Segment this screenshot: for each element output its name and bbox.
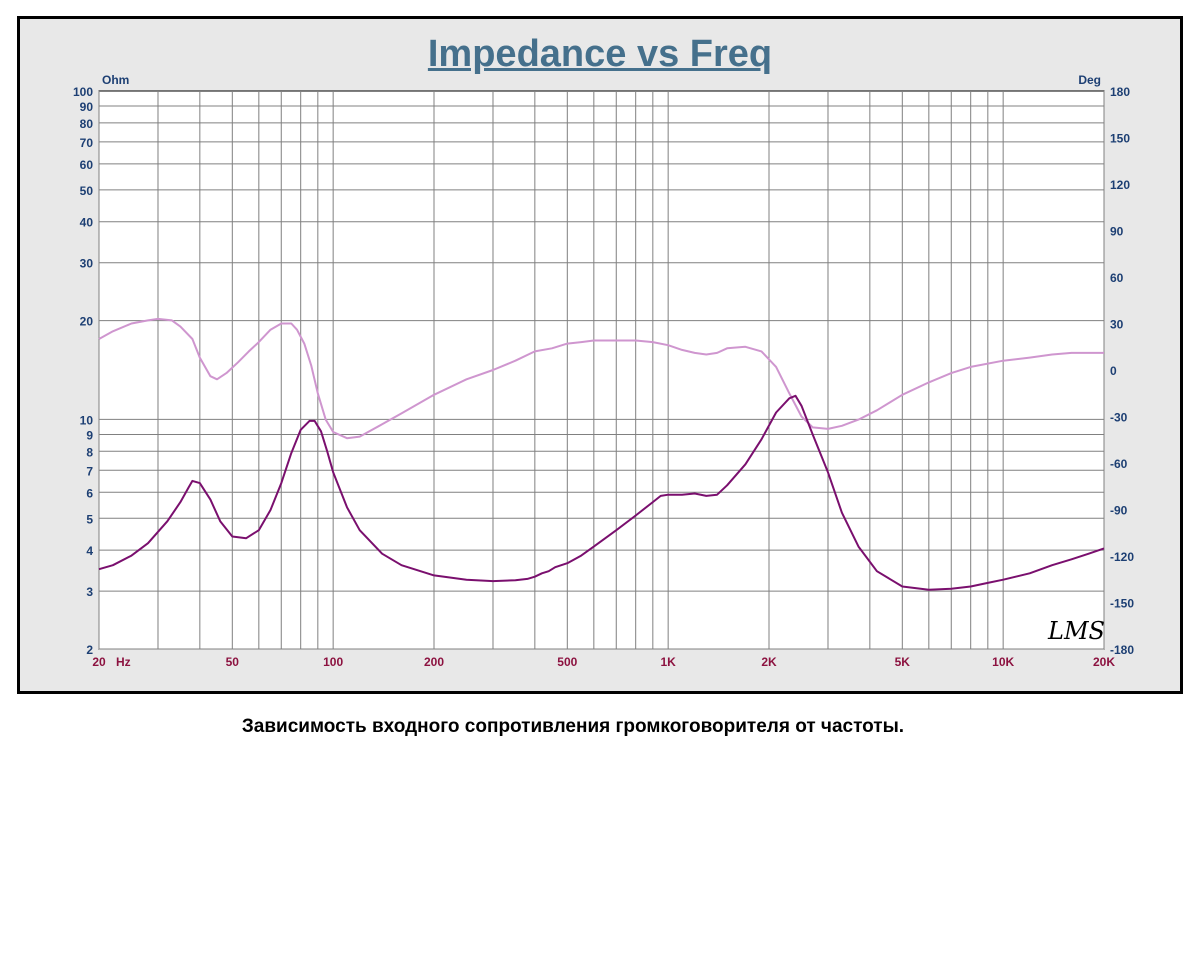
left-tick-label: 2 [86, 643, 93, 657]
left-tick-label: 40 [80, 216, 94, 230]
left-tick-label: 100 [73, 85, 93, 99]
right-unit-label: Deg [1078, 73, 1101, 87]
left-tick-label: 7 [86, 464, 93, 478]
chart-panel: 2 3 4 5 6 7 8 9 10 20 30 40 50 60 70 80 90 100 180 150 120 90… [17, 16, 1183, 694]
right-tick-label: -120 [1110, 550, 1134, 564]
x-unit-label: Hz [116, 655, 131, 669]
left-tick-label: 9 [86, 428, 93, 442]
left-tick-label: 90 [80, 100, 94, 114]
left-tick-label: 5 [86, 512, 93, 526]
x-tick-label: 2K [761, 655, 777, 669]
right-tick-label: -150 [1110, 597, 1134, 611]
right-tick-label: 180 [1110, 85, 1130, 99]
x-tick-label: 100 [323, 655, 343, 669]
left-tick-label: 50 [80, 184, 94, 198]
curves [98, 317, 1105, 591]
left-tick-label: 10 [80, 413, 94, 427]
right-tick-label: -180 [1110, 643, 1134, 657]
x-tick-label: 5K [895, 655, 911, 669]
x-tick-label: 50 [226, 655, 240, 669]
x-tick-label: 1K [660, 655, 676, 669]
right-tick-label: 0 [1110, 364, 1117, 378]
left-tick-label: 3 [86, 585, 93, 599]
right-tick-label: -90 [1110, 504, 1128, 518]
left-tick-label: 60 [80, 158, 94, 172]
lms-watermark: LMS [1047, 617, 1105, 645]
left-unit-label: Ohm [102, 73, 129, 87]
left-tick-label: 70 [80, 136, 94, 150]
left-tick-label: 4 [86, 544, 93, 558]
phase-series [98, 317, 1104, 440]
plot-area [98, 90, 1105, 650]
right-tick-label: -30 [1110, 411, 1128, 425]
x-tick-label: 500 [557, 655, 577, 669]
figure-caption: Зависимость входного сопротивления громк… [241, 716, 905, 737]
grid [98, 91, 1105, 650]
left-tick-label: 20 [80, 315, 94, 329]
chart-title: Impedance vs Freq [427, 33, 773, 75]
left-tick-label: 6 [86, 486, 93, 500]
right-tick-label: 120 [1110, 178, 1130, 192]
watermark: LMS [1047, 617, 1105, 645]
x-tick-label: 20K [1093, 655, 1115, 669]
right-tick-label: 90 [1110, 225, 1124, 239]
x-tick-label: 20 [92, 655, 106, 669]
right-tick-label: 60 [1110, 271, 1124, 285]
x-tick-label: 10K [992, 655, 1014, 669]
right-tick-label: 30 [1110, 318, 1124, 332]
left-tick-label: 80 [80, 117, 94, 131]
left-tick-label: 8 [86, 445, 93, 459]
right-tick-label: -60 [1110, 457, 1128, 471]
impedance-series [98, 394, 1105, 591]
left-tick-label: 30 [80, 257, 94, 271]
x-tick-label: 200 [424, 655, 444, 669]
right-tick-label: 150 [1110, 132, 1130, 146]
